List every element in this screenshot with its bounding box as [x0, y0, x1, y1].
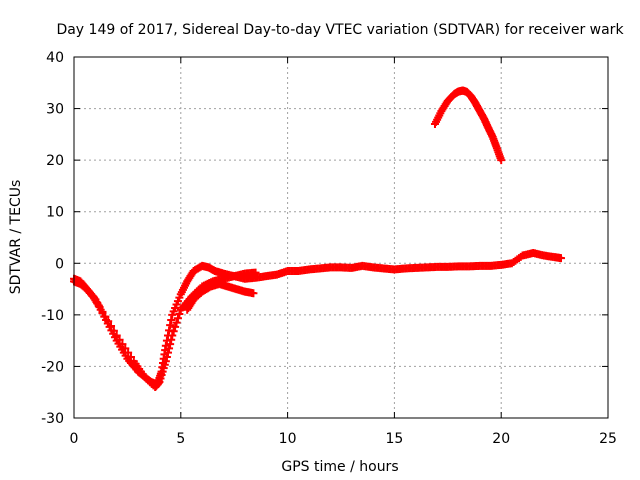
data-point	[171, 322, 180, 331]
data-point	[173, 314, 182, 323]
x-tick-label: 10	[279, 431, 297, 447]
data-point	[251, 268, 260, 277]
data-point	[557, 254, 566, 263]
y-tick-label: 10	[46, 205, 64, 221]
data-point	[162, 352, 171, 361]
data-point	[497, 156, 506, 165]
data-point	[98, 307, 107, 316]
data-point	[101, 312, 110, 321]
data-point	[163, 348, 172, 357]
y-tick-label: 40	[46, 50, 64, 66]
data-point	[104, 317, 113, 326]
x-tick-label: 15	[385, 431, 403, 447]
series-branch-track	[183, 279, 258, 314]
data-point	[121, 344, 130, 353]
data-point	[118, 340, 127, 349]
series-upper-arc	[430, 86, 506, 165]
data-point	[168, 331, 177, 340]
y-tick-label: 0	[55, 256, 64, 272]
data-point	[161, 357, 170, 366]
y-tick-label: -20	[41, 359, 64, 375]
axis-ticks: 0 5 10 15 20 25 -30 -20 -10 0 10 20 30 40	[41, 50, 617, 447]
x-tick-label: 25	[599, 431, 617, 447]
data-point	[166, 340, 175, 349]
data-point	[107, 322, 116, 331]
y-tick-label: 20	[46, 153, 64, 169]
x-tick-label: 0	[70, 431, 79, 447]
data-point	[112, 331, 121, 340]
y-tick-label: -10	[41, 308, 64, 324]
chart-title: Day 149 of 2017, Sidereal Day-to-day VTE…	[56, 22, 624, 38]
data-point	[172, 318, 181, 327]
x-tick-label: 20	[492, 431, 510, 447]
grid	[74, 57, 608, 418]
data-point	[115, 335, 124, 344]
plot-frame	[73, 56, 609, 419]
data-point	[165, 344, 174, 353]
data-point	[124, 348, 133, 357]
x-tick-label: 5	[176, 431, 185, 447]
data-point	[167, 335, 176, 344]
data-point	[167, 316, 176, 325]
data-point	[109, 326, 118, 335]
data-point	[126, 352, 135, 361]
y-axis-label: SDTVAR / TECUs	[8, 180, 24, 295]
y-tick-label: -30	[41, 411, 64, 427]
data-point	[95, 303, 104, 312]
data-points	[70, 86, 566, 392]
x-axis-label: GPS time / hours	[281, 459, 398, 475]
data-point	[166, 321, 175, 330]
y-tick-label: 30	[46, 102, 64, 118]
data-point	[175, 309, 184, 318]
data-point	[169, 327, 178, 336]
data-point	[249, 289, 258, 298]
